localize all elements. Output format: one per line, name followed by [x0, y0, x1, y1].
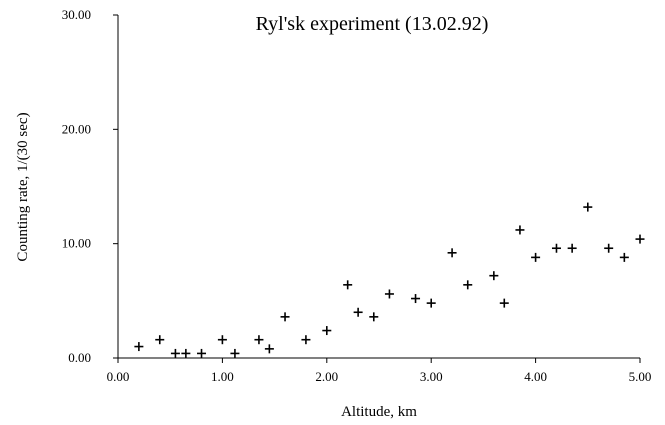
data-point [567, 243, 577, 253]
x-tick-label: 0.00 [107, 369, 130, 384]
data-point [264, 344, 274, 354]
data-point [426, 298, 436, 308]
x-tick-label: 4.00 [524, 369, 547, 384]
data-point [181, 348, 191, 358]
data-point [551, 243, 561, 253]
data-point [322, 326, 332, 336]
data-point [384, 289, 394, 299]
x-tick-label: 1.00 [211, 369, 234, 384]
data-point [280, 312, 290, 322]
data-point [411, 294, 421, 304]
data-points [134, 202, 645, 358]
data-point [170, 348, 180, 358]
x-tick-label: 5.00 [629, 369, 652, 384]
data-point [369, 312, 379, 322]
y-axis-title: Counting rate, 1/(30 sec) [15, 112, 31, 261]
data-point [515, 225, 525, 235]
data-point [230, 348, 240, 358]
y-tick-label: 30.00 [62, 7, 91, 22]
data-point [447, 248, 457, 258]
data-point [254, 335, 264, 345]
y-ticks: 0.00 10.00 20.00 30.00 [62, 7, 118, 365]
data-point [155, 335, 165, 345]
x-tick-label: 3.00 [420, 369, 443, 384]
y-tick-label: 20.00 [62, 121, 91, 136]
data-point [353, 307, 363, 317]
y-tick-label: 10.00 [62, 236, 91, 251]
data-point [463, 280, 473, 290]
data-point [197, 348, 207, 358]
data-point [619, 252, 629, 262]
data-point [635, 234, 645, 244]
y-tick-label: 0.00 [68, 350, 91, 365]
x-tick-label: 2.00 [315, 369, 338, 384]
data-point [217, 335, 227, 345]
data-point [499, 298, 509, 308]
x-axis-title: Altitude, km [341, 404, 417, 420]
data-point [343, 280, 353, 290]
data-point [489, 271, 499, 281]
x-ticks: 0.00 1.00 2.00 3.00 4.00 5.00 [107, 358, 652, 384]
chart-title: Ryl'sk experiment (13.02.92) [256, 13, 489, 35]
data-point [604, 243, 614, 253]
axes [117, 15, 640, 359]
data-point [134, 342, 144, 352]
data-point [583, 202, 593, 212]
data-point [531, 252, 541, 262]
data-point [301, 335, 311, 345]
